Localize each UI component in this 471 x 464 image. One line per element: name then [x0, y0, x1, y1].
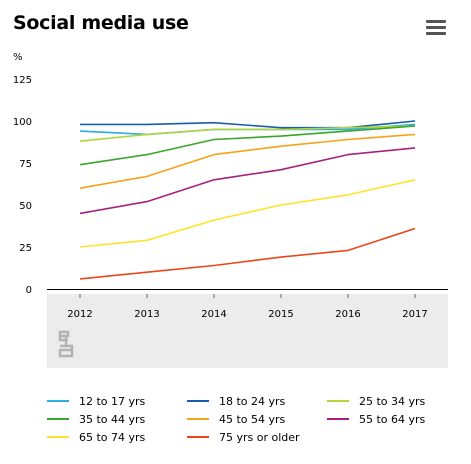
- legend-swatch: [47, 418, 69, 420]
- x-tick-label: 2015: [268, 309, 293, 320]
- legend-label: 12 to 17 yrs: [79, 395, 146, 408]
- x-tick-label: 2017: [402, 309, 427, 320]
- series-line-6[interactable]: [79, 179, 416, 248]
- legend-label: 65 to 74 yrs: [79, 431, 146, 444]
- legend-item[interactable]: 55 to 64 yrs: [327, 411, 425, 429]
- series-line-3[interactable]: [79, 125, 416, 166]
- legend-item[interactable]: 65 to 74 yrs: [47, 429, 145, 447]
- chart-title: Social media use: [13, 12, 189, 34]
- legend-label: 75 yrs or older: [219, 431, 300, 444]
- legend-item[interactable]: 45 to 54 yrs: [187, 411, 285, 429]
- legend-item[interactable]: 12 to 17 yrs: [47, 393, 145, 411]
- hamburger-menu-icon[interactable]: [426, 20, 446, 37]
- y-tick-label: 125: [13, 75, 32, 86]
- legend-item[interactable]: 25 to 34 yrs: [327, 393, 425, 411]
- series-line-1[interactable]: [80, 120, 416, 129]
- legend-swatch: [47, 436, 69, 438]
- y-tick-label: 0: [26, 285, 32, 296]
- series-line-2[interactable]: [79, 125, 416, 142]
- legend-swatch: [327, 400, 349, 402]
- legend-swatch: [47, 400, 69, 402]
- x-tick-label: 2012: [67, 309, 92, 320]
- y-tick-label: 100: [13, 117, 32, 128]
- legend-swatch: [187, 400, 209, 402]
- legend-swatch: [187, 418, 209, 420]
- y-axis-label: %: [13, 52, 23, 63]
- x-tick-label: 2014: [201, 309, 226, 320]
- legend-label: 45 to 54 yrs: [219, 413, 286, 426]
- legend-swatch: [187, 436, 209, 438]
- legend-label: 25 to 34 yrs: [359, 395, 426, 408]
- y-tick-label: 25: [19, 243, 32, 254]
- legend-item[interactable]: 35 to 44 yrs: [47, 411, 145, 429]
- y-tick-label: 50: [19, 201, 32, 212]
- x-tick-label: 2013: [134, 309, 159, 320]
- legend-item[interactable]: 75 yrs or older: [187, 429, 300, 447]
- legend-label: 55 to 64 yrs: [359, 413, 426, 426]
- cbs-logo: [58, 330, 74, 358]
- legend-swatch: [327, 418, 349, 420]
- legend-label: 18 to 24 yrs: [219, 395, 286, 408]
- legend-label: 35 to 44 yrs: [79, 413, 146, 426]
- series-line-7[interactable]: [79, 227, 416, 280]
- line-chart: % 0 25 50 75 100 125 2012 2013 2014 2015 2016 2017: [13, 52, 448, 368]
- series-line-4[interactable]: [79, 133, 416, 189]
- legend-item[interactable]: 18 to 24 yrs: [187, 393, 285, 411]
- series-line-5[interactable]: [79, 147, 416, 215]
- x-tick-label: 2016: [335, 309, 360, 320]
- y-tick-label: 75: [19, 159, 32, 170]
- x-axis-band: [47, 294, 448, 368]
